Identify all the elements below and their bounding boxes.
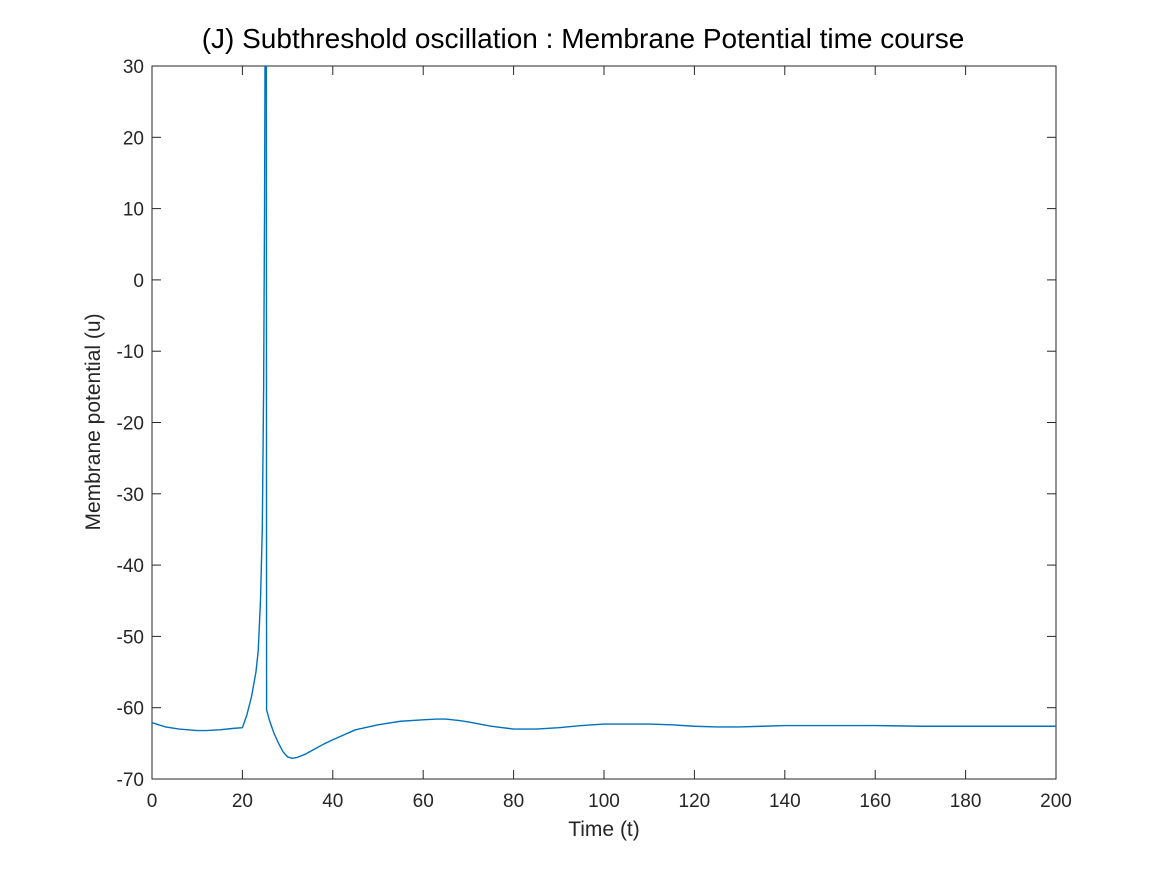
x-tick-label: 160 xyxy=(859,791,891,812)
x-tick-label: 80 xyxy=(503,791,524,812)
y-tick-label: -50 xyxy=(117,627,144,648)
x-tick-label: 140 xyxy=(769,791,801,812)
y-tick-label: -10 xyxy=(117,342,144,363)
y-tick-label: -30 xyxy=(117,485,144,506)
y-tick-label: -70 xyxy=(117,770,144,791)
y-tick-label: -40 xyxy=(117,556,144,577)
x-tick-label: 20 xyxy=(232,791,253,812)
x-tick-label: 200 xyxy=(1040,791,1072,812)
y-tick-label: -20 xyxy=(117,414,144,435)
x-tick-label: 180 xyxy=(950,791,982,812)
y-tick-label: 30 xyxy=(123,57,144,78)
y-tick-label: 10 xyxy=(123,200,144,221)
plot-area xyxy=(151,65,1057,780)
x-axis-tick-labels: 0 20 40 60 80 100 120 140 160 180 200 xyxy=(147,791,1072,812)
x-tick-label: 40 xyxy=(322,791,343,812)
x-tick-label: 120 xyxy=(679,791,711,812)
tick-marks xyxy=(151,65,1057,780)
x-tick-label: 100 xyxy=(588,791,620,812)
x-tick-label: 0 xyxy=(147,791,158,812)
y-tick-label: 20 xyxy=(123,128,144,149)
x-axis-title: Time (t) xyxy=(568,818,640,841)
series-line xyxy=(152,66,1056,760)
x-tick-label: 60 xyxy=(413,791,434,812)
y-tick-label: 0 xyxy=(133,271,144,292)
y-axis-tick-labels: -70 -60 -50 -40 -30 -20 -10 0 10 20 30 xyxy=(117,57,144,791)
y-axis-title: Membrane potential (u) xyxy=(82,313,105,530)
series-group xyxy=(152,66,1056,760)
y-tick-label: -60 xyxy=(117,699,144,720)
chart-title: (J) Subthreshold oscillation : Membrane … xyxy=(202,23,965,54)
